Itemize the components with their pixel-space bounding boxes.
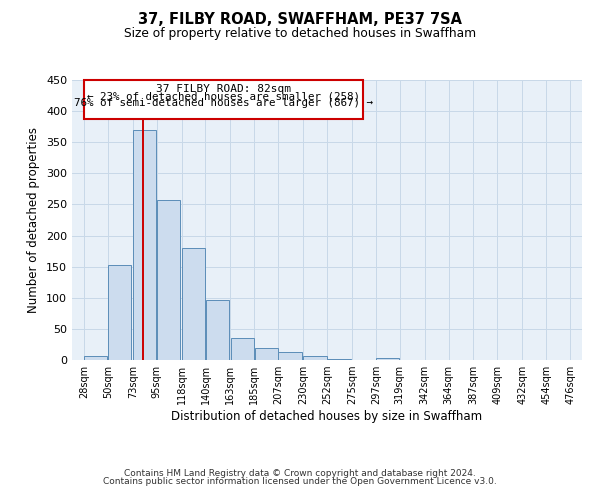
Bar <box>278 352 302 360</box>
X-axis label: Distribution of detached houses by size in Swaffham: Distribution of detached houses by size … <box>172 410 482 423</box>
FancyBboxPatch shape <box>84 80 363 118</box>
Bar <box>254 348 278 360</box>
Text: 37, FILBY ROAD, SWAFFHAM, PE37 7SA: 37, FILBY ROAD, SWAFFHAM, PE37 7SA <box>138 12 462 28</box>
Bar <box>231 338 254 360</box>
Bar <box>157 200 180 360</box>
Bar <box>108 265 131 360</box>
Bar <box>328 359 350 360</box>
Bar <box>182 248 205 360</box>
Y-axis label: Number of detached properties: Number of detached properties <box>28 127 40 313</box>
Bar <box>376 358 400 360</box>
Text: Contains public sector information licensed under the Open Government Licence v3: Contains public sector information licen… <box>103 477 497 486</box>
Text: ← 23% of detached houses are smaller (258): ← 23% of detached houses are smaller (25… <box>87 91 360 101</box>
Text: Contains HM Land Registry data © Crown copyright and database right 2024.: Contains HM Land Registry data © Crown c… <box>124 468 476 477</box>
Text: Size of property relative to detached houses in Swaffham: Size of property relative to detached ho… <box>124 28 476 40</box>
Bar <box>304 356 326 360</box>
Text: 37 FILBY ROAD: 82sqm: 37 FILBY ROAD: 82sqm <box>156 84 291 94</box>
Bar <box>206 300 229 360</box>
Bar <box>84 356 107 360</box>
Text: 76% of semi-detached houses are larger (867) →: 76% of semi-detached houses are larger (… <box>74 98 373 108</box>
Bar <box>133 130 157 360</box>
